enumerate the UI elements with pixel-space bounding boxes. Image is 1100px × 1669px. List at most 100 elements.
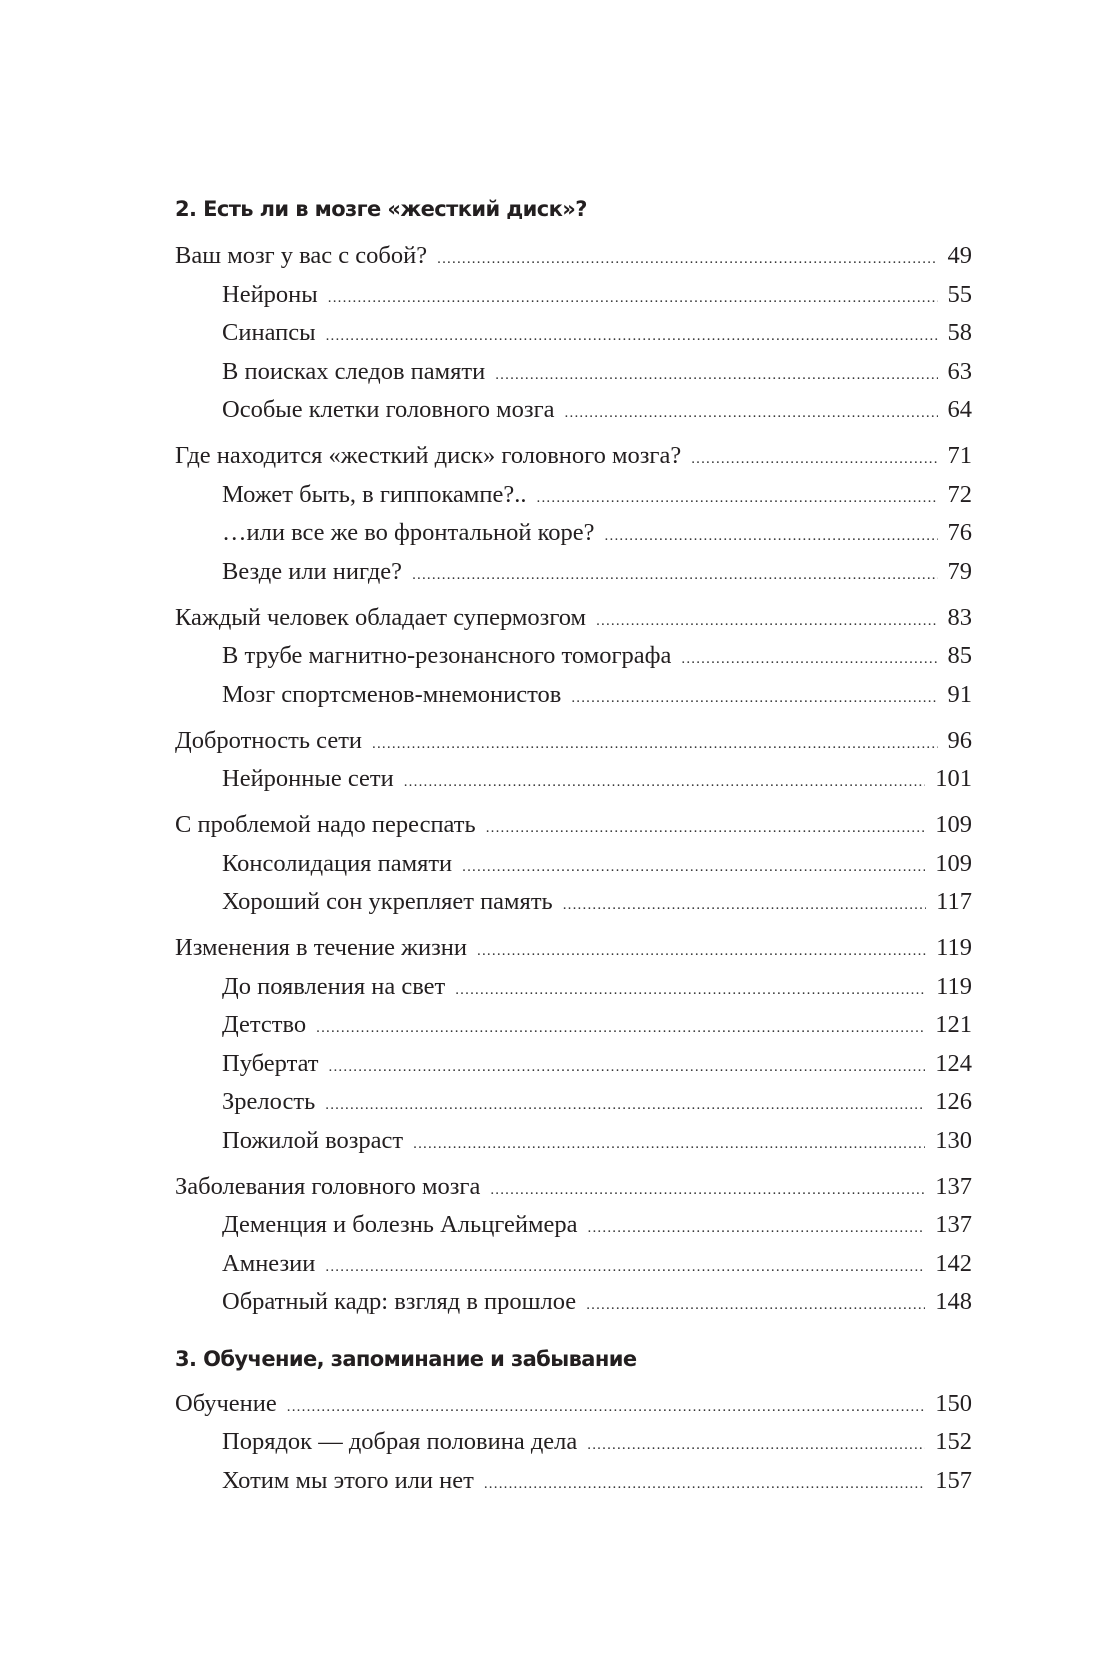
toc-entry[interactable]: Где находится «жесткий диск» головного м… bbox=[175, 437, 972, 476]
page-number: 137 bbox=[935, 1211, 972, 1238]
chapter-heading: 2. Есть ли в мозге «жесткий диск»? bbox=[175, 197, 587, 221]
entry-title: Детство bbox=[222, 1011, 307, 1038]
dot-leader bbox=[571, 679, 937, 718]
dot-leader bbox=[484, 1465, 925, 1504]
toc-group: Заболевания головного мозга137Деменция и… bbox=[175, 1168, 972, 1322]
entry-title: Консолидация памяти bbox=[222, 849, 453, 877]
entry-title: Хороший сон укрепляет память bbox=[222, 888, 553, 915]
toc-subentry[interactable]: Порядок — добрая половина дела 152 bbox=[175, 1423, 972, 1462]
entry-title: Зрелость bbox=[222, 1088, 316, 1115]
page-number: 96 bbox=[947, 726, 973, 754]
toc-entry[interactable]: Обучение 150 bbox=[175, 1385, 972, 1424]
dot-leader bbox=[486, 809, 926, 848]
toc-entry[interactable]: Ваш мозг у вас с собой? 49 bbox=[175, 237, 972, 276]
toc-subentry[interactable]: В поисках следов памяти 63 bbox=[175, 353, 972, 392]
toc-subentry[interactable]: Хороший сон укрепляет память 117 bbox=[175, 883, 972, 922]
toc-entry[interactable]: Каждый человек обладает супермозгом 83 bbox=[175, 599, 972, 638]
dot-leader bbox=[462, 848, 925, 887]
page-number: 126 bbox=[935, 1088, 972, 1115]
entry-title: Деменция и болезнь Альцгеймера bbox=[222, 1211, 578, 1238]
toc-entry[interactable]: Добротность сети 96 bbox=[175, 722, 972, 761]
toc-group: Обучение 150 Порядок — добрая половина дел… bbox=[175, 1385, 972, 1501]
page-number: 121 bbox=[935, 1011, 972, 1038]
dot-leader bbox=[326, 317, 938, 356]
dot-leader bbox=[412, 556, 937, 595]
dot-leader bbox=[563, 886, 926, 925]
toc-entry[interactable]: С проблемой надо переспать 109 bbox=[175, 806, 972, 845]
toc-subentry[interactable]: Пожилой возраст 130 bbox=[175, 1122, 972, 1161]
table-of-contents: 2. Есть ли в мозге «жесткий диск»? Ваш мо… bbox=[175, 189, 972, 1508]
toc-group: Изменения в течение жизни119До появления… bbox=[175, 929, 972, 1160]
toc-subentry[interactable]: Обратный кадр: взгляд в прошлое 148 bbox=[175, 1283, 972, 1322]
page-number: 148 bbox=[935, 1288, 972, 1315]
page-number: 119 bbox=[936, 934, 972, 961]
toc-subentry[interactable]: Хотим мы этого или нет 157 bbox=[175, 1462, 972, 1501]
entry-title: До появления на свет bbox=[222, 972, 446, 1000]
entry-title: В поисках следов памяти bbox=[222, 357, 486, 385]
page-number: 58 bbox=[947, 319, 973, 346]
dot-leader bbox=[325, 1086, 925, 1125]
entry-title: Ваш мозг у вас с собой? bbox=[175, 242, 428, 269]
dot-leader bbox=[437, 240, 937, 279]
entry-title: Обучение bbox=[175, 1389, 277, 1417]
dot-leader bbox=[605, 517, 938, 556]
toc-subentry[interactable]: Амнезии 142 bbox=[175, 1245, 972, 1284]
dot-leader bbox=[329, 1048, 926, 1087]
page-number: 63 bbox=[947, 357, 973, 385]
toc-subentry[interactable]: Детство 121 bbox=[175, 1006, 972, 1045]
page-number: 119 bbox=[936, 972, 972, 1000]
toc-subentry[interactable]: …или все же во фронтальной коре? 76 bbox=[175, 514, 972, 553]
entry-title: Пожилой возраст bbox=[222, 1126, 404, 1154]
toc-subentry[interactable]: Синапсы 58 bbox=[175, 314, 972, 353]
page-number: 91 bbox=[947, 680, 973, 708]
page-number: 76 bbox=[947, 519, 973, 546]
page-number: 101 bbox=[935, 765, 972, 792]
chapter-heading: 3. Обучение, запоминание и забывание bbox=[175, 1346, 637, 1371]
entry-title: Добротность сети bbox=[175, 726, 363, 754]
toc-subentry[interactable]: Везде или нигде? 79 bbox=[175, 553, 972, 592]
dot-leader bbox=[404, 763, 926, 802]
entry-title: Мозг спортсменов-мнемонистов bbox=[222, 680, 562, 708]
page-number: 117 bbox=[936, 888, 972, 915]
dot-leader bbox=[287, 1388, 925, 1427]
page-number: 55 bbox=[947, 280, 973, 308]
dot-leader bbox=[537, 479, 938, 518]
dot-leader bbox=[413, 1125, 925, 1164]
entry-title: Изменения в течение жизни bbox=[175, 934, 468, 961]
dot-leader bbox=[681, 640, 937, 679]
entry-title: Хотим мы этого или нет bbox=[222, 1466, 474, 1494]
toc-group: Где находится «жесткий диск» головного м… bbox=[175, 437, 972, 591]
dot-leader bbox=[587, 1426, 925, 1465]
toc-entry[interactable]: Изменения в течение жизни 119 bbox=[175, 929, 972, 968]
toc-subentry[interactable]: Деменция и болезнь Альцгеймера 137 bbox=[175, 1206, 972, 1245]
page-number: 72 bbox=[947, 480, 973, 508]
toc-subentry[interactable]: До появления на свет 119 bbox=[175, 968, 972, 1007]
toc-subentry[interactable]: Особые клетки головного мозга 64 bbox=[175, 391, 972, 430]
entry-title: Заболевания головного мозга bbox=[175, 1172, 481, 1200]
toc-subentry[interactable]: Нейронные сети 101 bbox=[175, 760, 972, 799]
toc-subentry[interactable]: Мозг спортсменов-мнемонистов 91 bbox=[175, 676, 972, 715]
page-number: 152 bbox=[935, 1428, 972, 1455]
dot-leader bbox=[691, 440, 937, 479]
toc-subentry[interactable]: Может быть, в гиппокампе?.. 72 bbox=[175, 476, 972, 515]
page-number: 124 bbox=[935, 1049, 972, 1077]
page-number: 157 bbox=[935, 1466, 972, 1494]
page-number: 130 bbox=[935, 1126, 972, 1154]
entry-title: Каждый человек обладает супермозгом bbox=[175, 603, 587, 631]
dot-leader bbox=[372, 725, 937, 764]
toc-subentry[interactable]: В трубе магнитно-резонансного томографа 8… bbox=[175, 637, 972, 676]
toc-group: С проблемой надо переспать109Консолидаци… bbox=[175, 806, 972, 922]
page-number: 64 bbox=[947, 396, 973, 423]
entry-title: Нейроны bbox=[222, 280, 318, 308]
dot-leader bbox=[596, 602, 937, 641]
toc-subentry[interactable]: Пубертат 124 bbox=[175, 1045, 972, 1084]
toc-subentry[interactable]: Консолидация памяти 109 bbox=[175, 845, 972, 884]
entry-title: Синапсы bbox=[222, 319, 316, 346]
toc-subentry[interactable]: Зрелость 126 bbox=[175, 1083, 972, 1122]
toc-group: Добротность сети 96 Нейронные сети 101 bbox=[175, 722, 972, 799]
dot-leader bbox=[477, 932, 926, 971]
entry-title: Пубертат bbox=[222, 1049, 319, 1077]
entry-title: В трубе магнитно-резонансного томографа bbox=[222, 642, 672, 669]
toc-entry[interactable]: Заболевания головного мозга 137 bbox=[175, 1168, 972, 1207]
toc-subentry[interactable]: Нейроны 55 bbox=[175, 276, 972, 315]
